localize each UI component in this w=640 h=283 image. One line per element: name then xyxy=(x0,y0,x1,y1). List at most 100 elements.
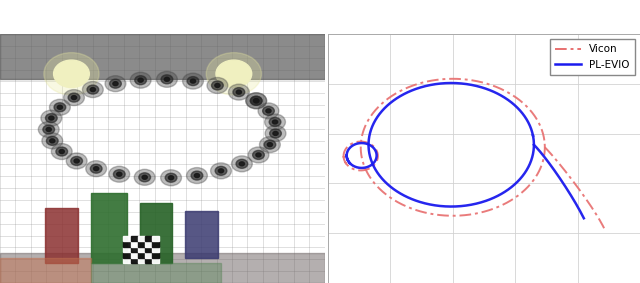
Circle shape xyxy=(191,171,203,180)
Circle shape xyxy=(265,125,286,142)
Circle shape xyxy=(109,166,130,182)
Circle shape xyxy=(212,81,223,90)
Bar xyxy=(152,236,159,241)
Circle shape xyxy=(74,159,79,163)
Bar xyxy=(45,208,78,263)
Circle shape xyxy=(49,116,54,120)
Circle shape xyxy=(206,53,262,95)
Circle shape xyxy=(233,88,244,97)
Bar xyxy=(138,252,145,258)
Circle shape xyxy=(138,78,143,82)
Bar xyxy=(138,241,145,247)
Circle shape xyxy=(49,99,70,115)
Circle shape xyxy=(232,156,252,172)
Bar xyxy=(152,247,159,252)
Circle shape xyxy=(157,71,177,87)
Circle shape xyxy=(56,147,68,156)
Circle shape xyxy=(139,173,150,182)
Circle shape xyxy=(42,133,63,149)
Circle shape xyxy=(273,120,278,124)
Circle shape xyxy=(86,161,107,177)
Circle shape xyxy=(269,129,282,138)
Circle shape xyxy=(248,147,269,163)
Circle shape xyxy=(168,176,173,180)
Bar xyxy=(131,241,138,247)
Circle shape xyxy=(164,77,170,81)
Circle shape xyxy=(246,93,267,109)
Circle shape xyxy=(216,60,252,87)
Circle shape xyxy=(105,76,126,92)
Circle shape xyxy=(246,93,267,109)
Bar xyxy=(124,241,131,247)
Circle shape xyxy=(93,167,99,171)
Circle shape xyxy=(266,109,271,113)
Bar xyxy=(91,193,127,263)
Bar xyxy=(124,247,131,252)
Circle shape xyxy=(250,96,262,105)
Bar xyxy=(0,34,324,79)
Circle shape xyxy=(253,151,264,159)
Bar xyxy=(0,253,324,283)
Bar xyxy=(131,236,138,241)
Circle shape xyxy=(165,173,177,182)
Circle shape xyxy=(239,162,244,166)
Circle shape xyxy=(58,105,63,109)
Circle shape xyxy=(228,84,249,100)
Bar xyxy=(145,241,152,247)
Circle shape xyxy=(134,169,155,185)
Circle shape xyxy=(63,90,84,106)
Circle shape xyxy=(44,53,99,95)
Bar xyxy=(145,236,152,241)
Bar xyxy=(145,258,152,263)
Circle shape xyxy=(45,113,57,123)
Circle shape xyxy=(59,149,65,153)
Circle shape xyxy=(258,103,279,119)
Circle shape xyxy=(182,73,204,89)
Circle shape xyxy=(54,60,90,87)
Bar xyxy=(138,247,145,252)
Circle shape xyxy=(142,175,147,179)
Bar xyxy=(131,252,138,258)
Circle shape xyxy=(262,106,275,115)
Bar xyxy=(131,247,138,252)
Bar xyxy=(124,252,131,258)
Circle shape xyxy=(51,143,72,160)
Circle shape xyxy=(50,139,55,143)
Circle shape xyxy=(116,172,122,176)
Circle shape xyxy=(68,93,80,102)
Circle shape xyxy=(269,117,281,127)
Circle shape xyxy=(161,170,182,186)
Bar xyxy=(152,241,159,247)
Circle shape xyxy=(54,103,66,112)
Circle shape xyxy=(207,78,228,93)
Circle shape xyxy=(264,114,285,130)
Legend: Vicon, PL-EVIO: Vicon, PL-EVIO xyxy=(550,39,635,75)
Circle shape xyxy=(109,79,122,88)
Circle shape xyxy=(259,137,280,153)
Bar xyxy=(91,263,221,283)
Bar xyxy=(145,252,152,258)
Circle shape xyxy=(264,140,276,149)
Circle shape xyxy=(72,96,77,100)
Bar xyxy=(124,258,131,263)
Circle shape xyxy=(113,170,125,179)
Circle shape xyxy=(273,131,278,136)
Circle shape xyxy=(211,163,232,179)
Circle shape xyxy=(236,159,248,168)
Circle shape xyxy=(215,166,227,175)
Circle shape xyxy=(113,82,118,86)
Bar xyxy=(131,258,138,263)
Bar xyxy=(0,258,91,283)
Circle shape xyxy=(195,173,200,177)
Bar xyxy=(152,258,159,263)
Bar xyxy=(124,236,131,241)
Circle shape xyxy=(41,110,61,126)
Circle shape xyxy=(67,153,87,169)
Bar xyxy=(185,211,218,258)
Circle shape xyxy=(236,90,241,94)
Circle shape xyxy=(47,136,58,145)
Bar xyxy=(138,236,145,241)
Circle shape xyxy=(256,153,261,157)
Circle shape xyxy=(187,77,199,85)
Circle shape xyxy=(250,96,262,105)
